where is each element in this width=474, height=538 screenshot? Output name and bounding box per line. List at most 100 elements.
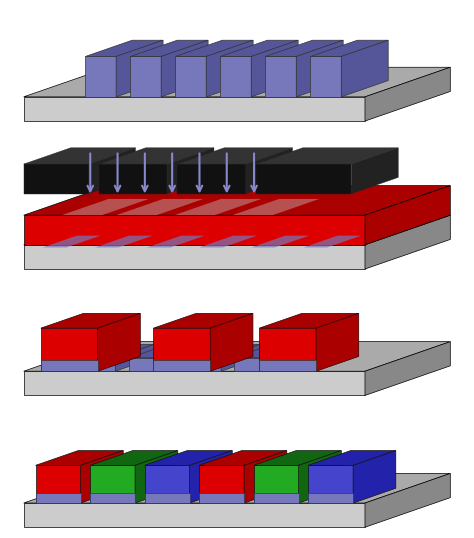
- Polygon shape: [145, 465, 190, 503]
- Polygon shape: [90, 465, 135, 503]
- Polygon shape: [175, 40, 253, 56]
- Polygon shape: [85, 40, 163, 56]
- Polygon shape: [365, 186, 450, 245]
- Polygon shape: [24, 245, 365, 269]
- Polygon shape: [210, 313, 253, 371]
- Polygon shape: [41, 360, 98, 371]
- Polygon shape: [251, 40, 298, 97]
- Polygon shape: [259, 328, 316, 371]
- Polygon shape: [296, 40, 343, 97]
- Polygon shape: [24, 473, 450, 503]
- Polygon shape: [81, 451, 123, 503]
- Polygon shape: [251, 236, 309, 247]
- Polygon shape: [192, 344, 259, 358]
- Polygon shape: [351, 148, 398, 194]
- Polygon shape: [254, 493, 299, 503]
- Polygon shape: [43, 236, 100, 247]
- Polygon shape: [365, 342, 450, 395]
- Polygon shape: [310, 40, 388, 56]
- Polygon shape: [98, 313, 140, 371]
- Polygon shape: [190, 451, 232, 503]
- Polygon shape: [221, 344, 259, 371]
- Polygon shape: [95, 236, 153, 247]
- Polygon shape: [115, 344, 154, 371]
- Polygon shape: [129, 344, 196, 358]
- Polygon shape: [24, 215, 365, 245]
- Polygon shape: [62, 199, 149, 215]
- Polygon shape: [24, 371, 365, 395]
- Polygon shape: [256, 148, 398, 164]
- Polygon shape: [365, 67, 450, 121]
- Polygon shape: [130, 40, 208, 56]
- Polygon shape: [262, 344, 301, 371]
- Polygon shape: [130, 56, 161, 97]
- Polygon shape: [308, 493, 353, 503]
- Polygon shape: [116, 199, 203, 215]
- Polygon shape: [259, 360, 316, 371]
- Polygon shape: [234, 344, 301, 358]
- Polygon shape: [145, 493, 190, 503]
- Polygon shape: [303, 236, 361, 247]
- Polygon shape: [85, 56, 116, 97]
- Polygon shape: [36, 465, 81, 503]
- Polygon shape: [158, 344, 196, 371]
- Polygon shape: [276, 358, 305, 371]
- Polygon shape: [24, 164, 89, 194]
- Polygon shape: [116, 40, 163, 97]
- Polygon shape: [206, 40, 253, 97]
- Polygon shape: [177, 148, 292, 164]
- Polygon shape: [24, 148, 136, 164]
- Polygon shape: [24, 503, 365, 527]
- Polygon shape: [308, 451, 396, 465]
- Polygon shape: [254, 451, 341, 465]
- Polygon shape: [256, 164, 351, 194]
- Polygon shape: [24, 186, 450, 215]
- Polygon shape: [310, 56, 341, 97]
- Polygon shape: [99, 148, 214, 164]
- Polygon shape: [129, 358, 158, 371]
- Polygon shape: [24, 342, 450, 371]
- Polygon shape: [36, 451, 123, 465]
- Polygon shape: [174, 199, 262, 215]
- Polygon shape: [265, 56, 296, 97]
- Polygon shape: [41, 313, 140, 328]
- Polygon shape: [199, 451, 287, 465]
- Polygon shape: [305, 344, 343, 371]
- Polygon shape: [154, 313, 253, 328]
- Polygon shape: [276, 344, 343, 358]
- Polygon shape: [244, 451, 287, 503]
- Polygon shape: [41, 328, 98, 371]
- Polygon shape: [90, 493, 135, 503]
- Polygon shape: [259, 313, 359, 328]
- Polygon shape: [36, 493, 81, 503]
- Polygon shape: [299, 451, 341, 503]
- Polygon shape: [199, 493, 244, 503]
- Polygon shape: [365, 473, 450, 527]
- Polygon shape: [199, 236, 257, 247]
- Polygon shape: [87, 358, 115, 371]
- Polygon shape: [89, 148, 136, 194]
- Polygon shape: [177, 164, 246, 194]
- Polygon shape: [147, 236, 205, 247]
- Polygon shape: [316, 313, 359, 371]
- Polygon shape: [99, 164, 167, 194]
- Polygon shape: [167, 148, 214, 194]
- Polygon shape: [265, 40, 343, 56]
- Polygon shape: [175, 56, 206, 97]
- Polygon shape: [220, 40, 298, 56]
- Polygon shape: [24, 67, 450, 97]
- Polygon shape: [24, 97, 365, 121]
- Polygon shape: [365, 215, 450, 269]
- Polygon shape: [254, 465, 299, 503]
- Polygon shape: [246, 148, 292, 194]
- Polygon shape: [24, 215, 450, 245]
- Polygon shape: [90, 451, 178, 465]
- Polygon shape: [199, 465, 244, 503]
- Polygon shape: [154, 360, 210, 371]
- Polygon shape: [161, 40, 208, 97]
- Polygon shape: [145, 451, 232, 465]
- Polygon shape: [353, 451, 396, 503]
- Polygon shape: [308, 465, 353, 503]
- Polygon shape: [135, 451, 178, 503]
- Polygon shape: [87, 344, 154, 358]
